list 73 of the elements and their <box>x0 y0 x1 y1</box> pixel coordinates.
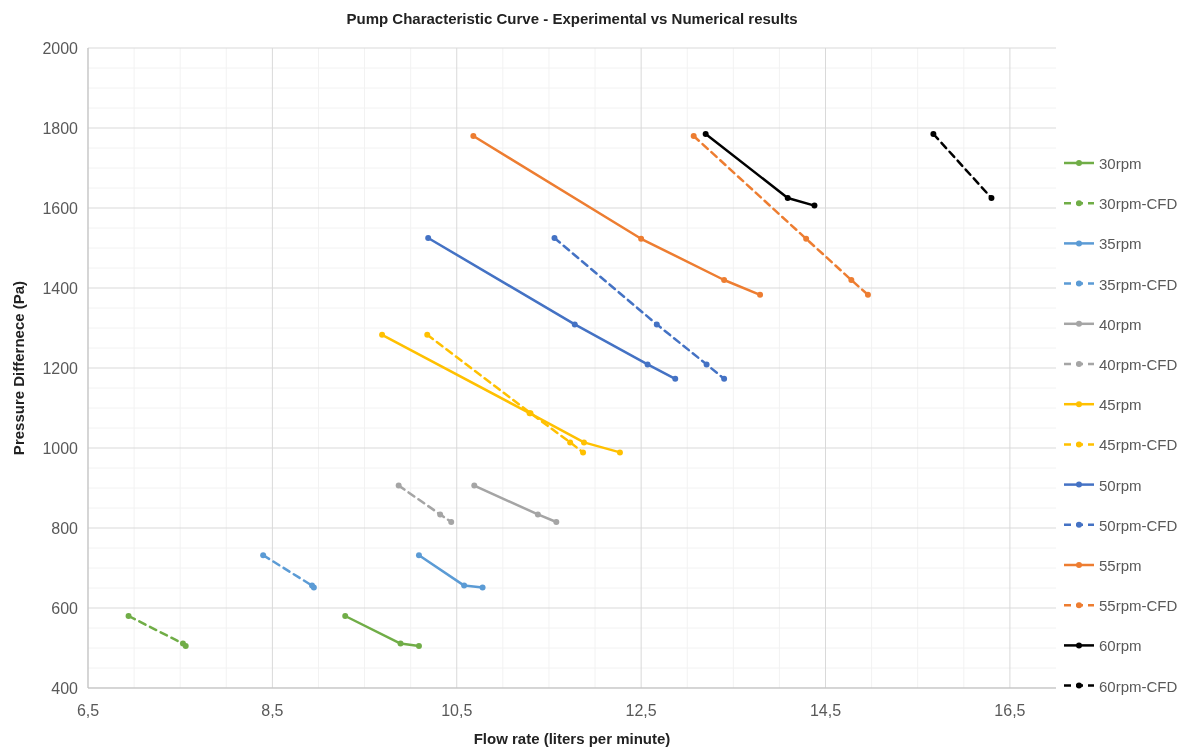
point <box>616 449 623 456</box>
y-tick-label: 400 <box>51 680 79 697</box>
y-tick-label: 800 <box>51 520 79 537</box>
point <box>534 511 541 518</box>
y-tick-label: 2000 <box>42 40 79 57</box>
point <box>721 375 728 382</box>
point <box>581 439 587 446</box>
point <box>379 331 386 338</box>
x-tick-label: 14,5 <box>809 702 842 719</box>
point <box>437 511 444 518</box>
point <box>260 552 267 559</box>
legend-label: 50rpm <box>1099 476 1142 494</box>
point <box>638 235 645 242</box>
legend-label: 55rpm-CFD <box>1099 597 1178 615</box>
x-tick-label: 6,5 <box>76 702 100 719</box>
point <box>425 235 432 241</box>
point <box>479 584 486 591</box>
x-tick-label: 10,5 <box>441 702 473 719</box>
point <box>395 482 402 489</box>
point <box>571 321 578 328</box>
point <box>471 482 478 489</box>
legend-label: 40rpm-CFD <box>1099 356 1178 373</box>
legend-label: 35rpm-CFD <box>1099 275 1178 293</box>
legend-label: 55rpm <box>1099 557 1142 574</box>
x-axis-title: Flow rate (liters per minute) <box>473 730 671 747</box>
legend-label: 40rpm <box>1099 315 1142 333</box>
point <box>567 439 574 446</box>
point <box>470 133 477 139</box>
point <box>721 277 728 283</box>
chart-title: Pump Characteristic Curve - Experimental vs Numerical results <box>346 10 798 27</box>
point <box>672 375 679 382</box>
point <box>415 643 422 649</box>
point <box>784 195 791 201</box>
point <box>415 552 422 559</box>
point <box>580 449 587 456</box>
legend-label: 60rpm <box>1099 637 1142 655</box>
y-axis-title: Pressure Differnece (Pa) <box>10 280 27 456</box>
x-tick-label: 16,5 <box>994 702 1026 719</box>
point <box>930 131 937 137</box>
y-tick-label: 1600 <box>42 200 79 217</box>
point <box>757 291 764 298</box>
y-tick-label: 1400 <box>42 280 79 297</box>
y-tick-label: 1200 <box>42 360 79 377</box>
point <box>397 640 404 647</box>
legend-label: 50rpm-CFD <box>1099 516 1178 534</box>
point <box>848 277 855 283</box>
legend-label: 45rpm <box>1099 396 1142 414</box>
point <box>653 321 660 328</box>
legend-label: 30rpm-CFD <box>1099 195 1178 213</box>
point <box>125 613 132 619</box>
legend-label: 45rpm-CFD <box>1099 436 1178 454</box>
legend-label: 35rpm <box>1099 235 1142 253</box>
y-tick-label: 600 <box>51 600 79 617</box>
point <box>988 195 995 201</box>
point <box>553 519 560 525</box>
point <box>448 519 455 525</box>
point <box>690 133 697 139</box>
point <box>342 613 349 619</box>
legend-label: 30rpm <box>1099 155 1142 172</box>
point <box>551 235 558 241</box>
y-tick-label: 1800 <box>42 120 79 137</box>
point <box>703 361 710 368</box>
point <box>803 235 810 242</box>
point <box>702 131 709 137</box>
x-tick-label: 8,5 <box>261 702 284 719</box>
point <box>644 361 651 368</box>
x-tick-label: 12,5 <box>625 702 657 719</box>
point <box>461 582 468 589</box>
y-tick-label: 1000 <box>42 440 79 457</box>
point <box>811 202 818 209</box>
legend-label: 60rpm-CFD <box>1099 677 1178 695</box>
point <box>424 331 431 338</box>
point <box>864 291 871 298</box>
